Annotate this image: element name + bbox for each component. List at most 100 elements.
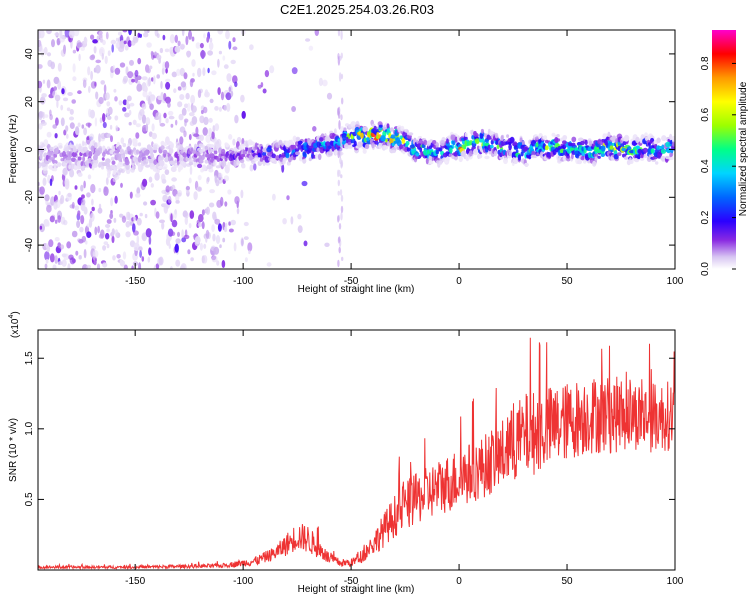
spectrogram-noise-cell [168, 115, 175, 120]
spectrogram-noise-cell [54, 133, 58, 139]
spectrogram-noise-cell [218, 50, 222, 55]
spectrogram-noise-cell [138, 262, 142, 269]
spectrogram-noise-cell [72, 63, 76, 73]
spectrogram-ridge-cell [669, 152, 673, 158]
spectrogram-noise-cell [173, 209, 178, 219]
spectrogram-noise-cell [66, 133, 69, 139]
spectrogram-ridge-cell [285, 152, 290, 159]
spectrogram-ridge-cell [613, 153, 619, 160]
spectrogram-ridge-cell [56, 147, 59, 154]
spectrogram-y-label: Frequency (Hz) [8, 115, 19, 184]
spectrogram-noise-cell [114, 229, 119, 238]
spectrogram-noise-cell [137, 142, 142, 147]
spectrogram-noise-cell [136, 235, 140, 245]
spectrogram-noise-cell [129, 102, 135, 107]
spectrogram-ridge-cell [470, 129, 474, 137]
spectrogram-noise-cell [98, 30, 103, 40]
spectrogram-ridge-cell [391, 142, 395, 147]
spectrogram-noise-cell [301, 180, 308, 187]
spectrogram-noise-cell [228, 40, 232, 50]
spectrogram-noise-cell [248, 250, 251, 255]
spectrogram-ridge-cell [285, 140, 289, 146]
spectrogram-noise-cell [88, 108, 92, 118]
spectrogram-noise-cell [90, 54, 96, 59]
spectrogram-ridge-cell [353, 140, 357, 147]
spectrogram-ridge-cell [600, 145, 606, 152]
spectrogram-noise-cell [116, 253, 121, 259]
spectrogram-noise-cell [77, 90, 82, 95]
spectrogram-noise-cell [223, 64, 229, 69]
spectrogram-noise-cell [191, 105, 197, 113]
spectrogram-ridge-cell [456, 135, 460, 142]
spectrogram-noise-cell [102, 39, 106, 46]
spectrogram-ridge-cell [669, 133, 673, 141]
spectrogram-ridge-cell [158, 156, 164, 161]
spectrogram-ridge-cell [42, 166, 48, 171]
snr-x-tick-label: -100 [233, 576, 253, 587]
spectrogram-streak-cell [338, 246, 341, 254]
spectrogram-ridge-cell [188, 161, 194, 166]
snr-x-axis: -150 -100 -50 0 50 100 [125, 330, 684, 587]
spectrogram-ridge-cell [390, 134, 396, 139]
spectrogram-streak-cell [338, 72, 342, 82]
spectrogram-noise-cell [209, 41, 214, 51]
spectrogram-ridge-cell [656, 137, 661, 144]
spectrogram-noise-cell [163, 163, 168, 170]
spectrogram-noise-cell [181, 30, 185, 37]
colorbar-label: Normalized spectral amplitude [738, 81, 749, 216]
spectrogram-ridge-cell [400, 125, 405, 132]
spectrogram-streak-cell [338, 223, 342, 230]
spectrogram-ridge-cell [262, 151, 267, 156]
spectrogram-noise-cell [223, 175, 230, 182]
spectrogram-ridge-cell [374, 139, 379, 145]
spectrogram-noise-cell [63, 219, 68, 226]
spectrogram-ridge-cell [174, 159, 178, 164]
spectrogram-y-axis: -40 -20 0 20 40 [24, 48, 675, 252]
spectrogram-ridge-cell [513, 157, 519, 165]
spectrogram-noise-cell [136, 83, 143, 92]
spectrogram-noise-cell [149, 65, 153, 70]
spectrogram-noise-cell [115, 37, 119, 42]
spectrogram-ridge-cell [317, 153, 322, 160]
spectrogram-noise-cell [177, 40, 181, 47]
spectrogram-noise-cell [139, 212, 143, 217]
spectrogram-noise-cell [218, 106, 222, 112]
snr-y-axis: 0.5 1.0 1.5 [24, 351, 675, 506]
spectrogram-noise-cell [165, 237, 171, 246]
spectrogram-ridge-cell [581, 152, 586, 157]
spectrogram-noise-cell [87, 174, 92, 180]
spectrogram-ridge-cell [341, 134, 347, 142]
spectrogram-ridge-cell [604, 139, 608, 146]
spectrogram-ridge-cell [408, 132, 414, 136]
spectrogram-ridge-cell [132, 138, 138, 145]
spectrogram-ridge-cell [671, 135, 675, 142]
spectrogram-noise-cell [133, 242, 140, 251]
spectrogram-noise-cell [167, 102, 171, 108]
spectrogram-noise-cell [183, 72, 188, 80]
spectrogram-noise-cell [115, 125, 119, 132]
spectrogram-noise-cell [154, 134, 157, 138]
spectrogram-noise-cell [135, 193, 141, 198]
spectrogram-ridge-cell [239, 158, 245, 164]
spectrogram-streak-cell [339, 189, 343, 196]
spectrogram-ridge-cell [406, 147, 412, 153]
spectrogram-noise-cell [147, 100, 152, 105]
spectrogram-noise-cell [78, 53, 81, 62]
spectrogram-noise-cell [123, 264, 128, 269]
spectrogram-noise-cell [142, 178, 148, 187]
spectrogram-noise-cell [98, 233, 104, 239]
spectrogram-x-tick-label: -50 [344, 276, 359, 287]
spectrogram-noise-cell [173, 88, 177, 94]
spectrogram-streak-cell [340, 114, 343, 121]
spectrogram-x-tick-label: -150 [125, 276, 145, 287]
spectrogram-noise-cell [249, 164, 254, 172]
spectrogram-noise-cell [170, 231, 176, 236]
spectrogram-noise-cell [42, 111, 45, 120]
spectrogram-noise-cell [150, 183, 154, 188]
spectrogram-ridge-cell [102, 151, 106, 157]
spectrogram-noise-cell [86, 264, 92, 269]
svg-text:(x104): (x104) [8, 311, 21, 338]
spectrogram-noise-cell [217, 223, 222, 232]
spectrogram-x-tick-label: 0 [456, 276, 462, 287]
spectrogram-noise-cell [183, 130, 187, 138]
